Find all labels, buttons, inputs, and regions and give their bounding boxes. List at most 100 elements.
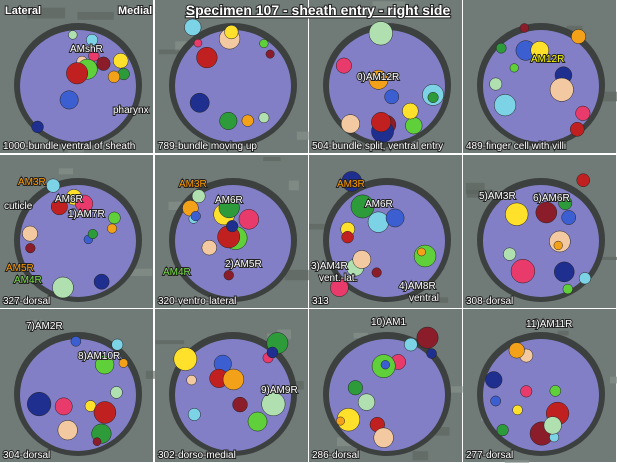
cell	[554, 261, 575, 283]
texture	[557, 330, 569, 336]
cell	[223, 270, 234, 281]
cell	[189, 92, 210, 113]
cell	[191, 189, 206, 204]
cell-label: AM5R	[6, 263, 34, 274]
cell	[25, 243, 36, 254]
cell	[232, 396, 248, 413]
texture	[465, 182, 485, 194]
cell	[341, 171, 362, 192]
texture	[126, 268, 153, 276]
cell	[485, 371, 503, 389]
cell-label: vent.-lat.	[319, 273, 357, 284]
panel-caption: 277-dorsal	[466, 450, 513, 461]
cell	[549, 385, 562, 397]
cell	[535, 201, 558, 224]
cell	[226, 220, 239, 233]
cell-label: pharynx	[113, 105, 149, 116]
cell	[27, 391, 52, 417]
cell-label: 2)AM5R	[225, 259, 262, 270]
cell	[247, 411, 268, 432]
cell-label: AM3R	[18, 177, 46, 188]
cell	[238, 209, 260, 230]
cell-label: AM12R	[531, 54, 564, 65]
cell-label: 7)AM2R	[26, 321, 63, 332]
cell	[96, 56, 111, 71]
texture	[27, 319, 42, 324]
figure-title: Specimen 107 - sheath entry - right side	[186, 2, 451, 18]
texture	[200, 300, 229, 305]
cell	[93, 273, 110, 290]
cell	[266, 346, 279, 359]
cell	[54, 397, 73, 416]
cell	[201, 239, 217, 256]
panel-caption: 789-bundle moving up	[158, 141, 257, 152]
texture	[360, 142, 393, 151]
cell	[66, 62, 89, 85]
cell	[371, 112, 392, 133]
cell-label: 10)AM1	[371, 317, 406, 328]
texture	[158, 49, 180, 55]
texture	[466, 189, 494, 198]
cell	[59, 90, 79, 110]
cell-label: 9)AM9R	[261, 385, 298, 396]
cell	[373, 427, 394, 448]
cell-label: AM3R	[179, 179, 207, 190]
panel: AMshR pharynx 1000-bundle ventral of sheat…	[0, 0, 153, 153]
cell	[87, 229, 98, 240]
texture	[353, 332, 368, 339]
cell	[416, 326, 439, 349]
texture	[77, 12, 114, 20]
cell	[571, 29, 587, 45]
cell-label: AM6R	[215, 195, 243, 206]
texture	[601, 91, 617, 102]
cell	[413, 244, 437, 268]
texture	[277, 329, 291, 340]
cell	[218, 197, 240, 219]
cell-label: 0)AM12R	[357, 72, 399, 83]
cell	[350, 194, 375, 219]
medial-label: Medial	[118, 5, 152, 17]
cell	[335, 416, 345, 426]
sheath	[483, 339, 599, 451]
texture	[284, 269, 312, 281]
cell	[357, 393, 376, 411]
panel: 9)AM9R 302-dorso-medial	[155, 309, 308, 462]
cell	[107, 70, 121, 83]
cell	[496, 424, 509, 437]
texture	[566, 25, 583, 34]
cell	[107, 223, 118, 234]
cell-label: AM4R	[163, 267, 191, 278]
cell	[402, 102, 419, 120]
cell	[92, 437, 102, 446]
cell-label: 3)AM4R	[311, 261, 348, 272]
cell	[384, 89, 400, 105]
cell	[385, 208, 405, 228]
cell	[50, 198, 68, 216]
cell	[578, 272, 592, 285]
cell	[330, 278, 349, 297]
panel: 0)AM12R 504-bundle split, ventral entry	[309, 0, 462, 153]
cell	[112, 52, 129, 69]
cell	[509, 63, 519, 73]
cell	[405, 117, 423, 135]
cell	[186, 374, 197, 386]
texture	[466, 146, 492, 151]
cell	[417, 247, 426, 257]
texture	[431, 297, 449, 303]
panel-caption: 320-ventro-lateral	[158, 296, 236, 307]
panel: 10)AM1 286-dorsal	[309, 309, 474, 462]
sheath	[20, 185, 136, 297]
cell	[258, 112, 270, 124]
texture	[504, 460, 530, 463]
cell	[367, 211, 389, 233]
cell	[561, 210, 577, 225]
texture	[412, 451, 429, 461]
panel: 5)AM3R 6)AM6R 308-dorsal	[463, 155, 617, 308]
cell	[495, 42, 507, 54]
panel-caption: 489-finger cell with villi	[466, 141, 566, 152]
texture	[598, 256, 617, 260]
cell	[352, 250, 372, 269]
